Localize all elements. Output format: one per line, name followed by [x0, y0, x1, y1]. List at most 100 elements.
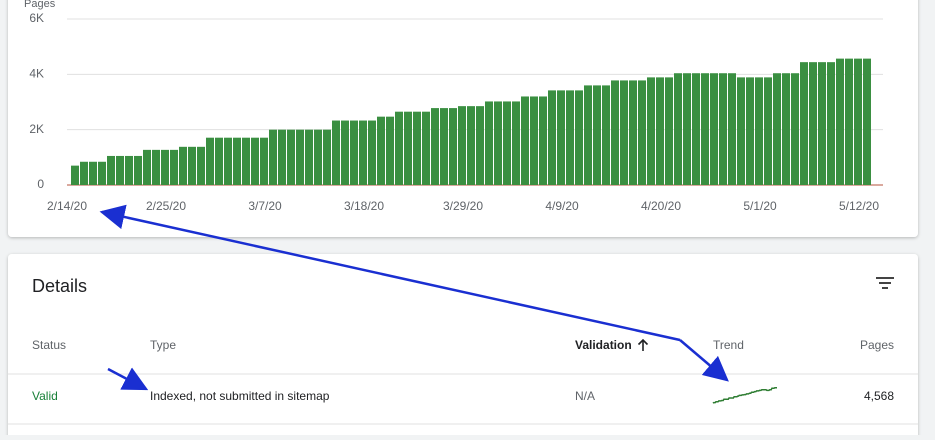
bar	[773, 73, 781, 185]
bar	[170, 149, 178, 185]
bar	[440, 108, 448, 185]
bar	[314, 129, 322, 185]
bar	[197, 146, 205, 185]
bar	[845, 58, 853, 185]
bar	[836, 58, 844, 185]
x-tick-label: 4/20/20	[641, 199, 681, 213]
bar	[674, 73, 682, 185]
bar	[125, 155, 133, 185]
bar	[305, 129, 313, 185]
sort-arrow	[637, 338, 649, 351]
x-tick-label: 4/9/20	[545, 199, 579, 213]
bar	[413, 111, 421, 185]
details-card	[8, 254, 918, 440]
bar	[620, 80, 628, 185]
bar	[818, 62, 826, 185]
bar	[107, 155, 115, 185]
x-tick-label: 3/18/20	[344, 199, 384, 213]
bar	[575, 90, 583, 185]
bar	[224, 137, 232, 185]
bar	[422, 111, 430, 185]
bar	[386, 116, 394, 185]
bar	[206, 137, 214, 185]
bar	[584, 85, 592, 185]
bar	[827, 62, 835, 185]
bar	[656, 77, 664, 185]
bar	[188, 146, 196, 185]
bar	[764, 77, 772, 185]
bar	[611, 80, 619, 185]
bar	[242, 137, 250, 185]
bar	[503, 101, 511, 185]
bar	[782, 73, 790, 185]
bar	[719, 73, 727, 185]
x-tick-label: 2/25/20	[146, 199, 186, 213]
y-axis-label: Pages	[24, 0, 56, 10]
validation-cell: N/A	[575, 389, 595, 403]
bar	[431, 108, 439, 185]
bar	[602, 85, 610, 185]
x-tick-label: 3/29/20	[443, 199, 483, 213]
plot: 0 2K 4K 6K 2/14/20 2/25/20 3/7/20 3/18/20 3/29/2…	[29, 11, 883, 213]
header-cell: Type	[150, 338, 176, 352]
bar	[143, 149, 151, 185]
bar	[728, 73, 736, 185]
y-tick-label: 6K	[29, 11, 44, 25]
x-tick-label: 3/7/20	[248, 199, 282, 213]
x-tick-label: 5/1/20	[743, 199, 777, 213]
bar	[629, 80, 637, 185]
bar	[161, 149, 169, 185]
bar	[278, 129, 286, 185]
bar	[269, 129, 277, 185]
bar	[791, 73, 799, 185]
header-cell: Pages	[860, 338, 894, 352]
bar	[323, 129, 331, 185]
trend-sparkline	[712, 386, 777, 404]
bar	[755, 77, 763, 185]
bar	[350, 120, 358, 185]
bar	[665, 77, 673, 185]
bar	[701, 73, 709, 185]
x-tick-label: 5/12/20	[839, 199, 879, 213]
bar	[332, 120, 340, 185]
annotation-arrows	[99, 204, 729, 391]
bar	[368, 120, 376, 185]
bar	[548, 90, 556, 185]
bar	[71, 165, 79, 185]
bar	[692, 73, 700, 185]
bar	[341, 120, 349, 185]
bar	[863, 58, 871, 185]
bar	[638, 80, 646, 185]
filter-icon[interactable]	[876, 277, 894, 289]
bar	[854, 58, 862, 185]
bar	[467, 106, 475, 185]
bar	[296, 129, 304, 185]
pages-cell: 4,568	[864, 389, 894, 403]
bar	[476, 106, 484, 185]
bar	[710, 73, 718, 185]
header-cell: Status	[32, 338, 66, 352]
bar	[260, 137, 268, 185]
bar	[80, 161, 88, 185]
bar	[683, 73, 691, 185]
bar	[458, 106, 466, 185]
bar	[98, 161, 106, 185]
type-cell[interactable]: Indexed, not submitted in sitemap	[150, 389, 330, 403]
bar	[593, 85, 601, 185]
bar	[539, 96, 547, 185]
y-tick-label: 4K	[29, 67, 44, 81]
bar	[359, 120, 367, 185]
y-tick-label: 2K	[29, 122, 44, 136]
bar	[179, 146, 187, 185]
bar	[251, 137, 259, 185]
bar	[89, 161, 97, 185]
bar	[647, 77, 655, 185]
bar	[134, 155, 142, 185]
header-cell[interactable]: Validation	[575, 338, 632, 352]
status-cell: Valid	[32, 389, 58, 403]
bar	[233, 137, 241, 185]
bar	[395, 111, 403, 185]
bar	[557, 90, 565, 185]
